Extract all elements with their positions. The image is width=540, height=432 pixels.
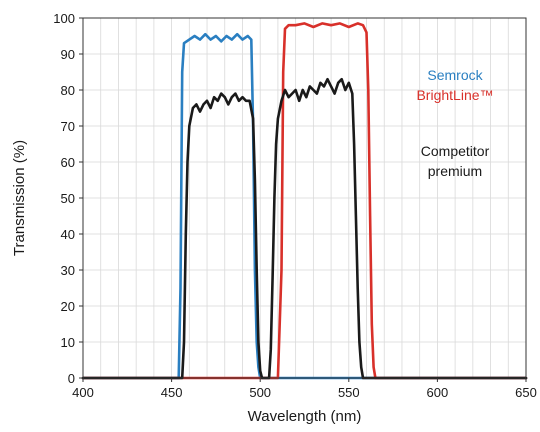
- y-tick-label: 30: [61, 263, 75, 278]
- y-tick-label: 20: [61, 299, 75, 314]
- series-line-semrock: [81, 32, 528, 380]
- x-tick-label: 400: [72, 385, 94, 400]
- x-tick-label: 650: [515, 385, 537, 400]
- x-tick-label: 500: [249, 385, 271, 400]
- y-tick-label: 60: [61, 155, 75, 170]
- y-tick-label: 10: [61, 335, 75, 350]
- y-tick-label: 80: [61, 83, 75, 98]
- x-tick-label: 600: [427, 385, 449, 400]
- x-axis-label: Wavelength (nm): [248, 408, 362, 425]
- legend-entry: BrightLine™: [416, 87, 493, 103]
- x-tick-label: 450: [161, 385, 183, 400]
- y-tick-label: 40: [61, 227, 75, 242]
- grid: [82, 17, 527, 379]
- x-tick-labels: 400 450 500 550 600 650: [72, 378, 537, 400]
- series-lines: [81, 22, 528, 380]
- legend: Semrock BrightLine™ Competitor premium: [416, 67, 493, 179]
- legend-entry: premium: [428, 163, 482, 179]
- y-tick-label: 100: [53, 11, 75, 26]
- x-tick-label: 550: [338, 385, 360, 400]
- series-line-competitor-premium: [81, 77, 528, 380]
- legend-entry: Competitor: [421, 143, 490, 159]
- y-axis-label: Transmission (%): [11, 140, 28, 256]
- legend-entry: Semrock: [427, 67, 483, 83]
- y-tick-label: 0: [68, 371, 75, 386]
- y-tick-label: 90: [61, 47, 75, 62]
- y-tick-label: 70: [61, 119, 75, 134]
- y-tick-labels: 0 10 20 30 40 50 60 70 80 90 100: [53, 11, 83, 386]
- series-line-brightline: [81, 22, 528, 380]
- y-tick-label: 50: [61, 191, 75, 206]
